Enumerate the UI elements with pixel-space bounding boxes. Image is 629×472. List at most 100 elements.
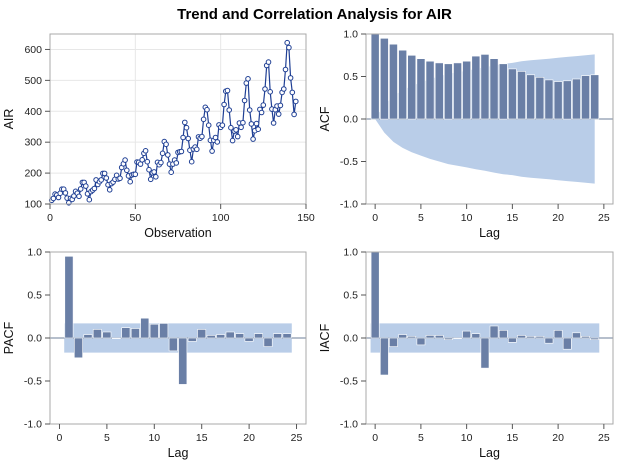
data-point [228,124,234,131]
data-point [180,134,186,141]
data-point [221,101,227,108]
bar-lag-14 [498,63,508,120]
y-tick-label: -0.5 [340,156,358,168]
data-point [194,146,200,153]
data-point [287,75,294,81]
data-point [253,120,260,127]
data-point [163,141,169,148]
bar-lag-23 [581,335,590,339]
bar-lag-9 [140,317,150,339]
panel-air: 0 50 100 150 100 200 300 400 500 600 Observation AI… [2,33,315,240]
x-axis-label: Lag [168,446,189,460]
data-point [185,135,191,142]
bar-lag-7 [434,62,444,120]
bar-lag-18 [225,331,235,339]
data-point [291,111,297,118]
data-point [122,157,128,163]
x-tick-label: 15 [196,432,208,444]
data-point [127,178,133,185]
data-point [270,120,277,126]
bar-lag-22 [263,337,273,347]
y-tick-label: 1.0 [343,247,358,259]
data-point [248,121,255,127]
y-tick-label: 200 [24,168,42,180]
bar-lag-20 [553,81,563,120]
bar-lag-8 [443,337,453,341]
data-point [178,148,185,155]
bar-lag-6 [111,337,121,339]
data-point [144,158,151,165]
data-point [282,66,289,73]
data-point [151,169,157,175]
data-point [209,148,215,154]
data-point [275,111,282,117]
bar-lag-3 [398,49,408,120]
bar-lag-1 [379,37,389,120]
bar-lag-5 [102,331,112,339]
bar-lag-4 [407,335,417,339]
bar-lag-15 [197,329,207,339]
bar-lag-6 [425,60,435,120]
data-point [147,176,154,183]
bar-lag-2 [389,337,398,347]
bar-lag-13 [489,58,499,120]
data-point [188,158,195,165]
y-tick-label: 0.5 [27,290,42,302]
data-point [142,148,149,154]
data-point [62,190,69,196]
data-point [265,59,272,65]
data-point [234,133,241,140]
panel-acf: 0 5 10 15 20 25 1.0 0.5 0.0 -0.5 -1.0 Lag ACF [318,29,614,240]
bar-lag-18 [535,335,545,339]
y-axis-label: ACF [318,106,332,131]
data-point [77,186,84,192]
bar-lag-4 [92,329,102,339]
data-point [83,183,89,189]
bar-lag-15 [507,68,517,120]
data-point [267,89,274,95]
bar-lag-8 [443,63,453,120]
data-point [286,44,292,51]
x-tick-label: 25 [598,212,610,224]
bar-lag-6 [425,335,435,339]
chart-title: Trend and Correlation Analysis for AIR [177,6,452,23]
data-point [106,187,113,193]
bar-lag-24 [590,74,600,120]
data-point [165,152,171,158]
data-point [98,177,104,183]
bar-lag-12 [480,54,490,120]
bar-lag-24 [282,333,292,339]
data-point [250,136,256,142]
bar-lag-20 [553,329,563,339]
bar-lag-1 [64,255,74,339]
bar-lag-5 [416,337,426,346]
data-point [168,169,174,175]
bar-lag-21 [254,333,263,339]
y-tick-label: -1.0 [340,199,358,211]
data-point [255,126,262,132]
y-tick-label: 400 [24,106,42,118]
bar-lag-11 [471,333,481,339]
y-tick-label: -0.5 [340,376,358,388]
data-point [219,122,226,128]
bar-lag-15 [507,337,517,343]
bar-lag-14 [187,337,197,342]
bar-lag-3 [83,334,93,339]
bar-lag-22 [572,332,581,339]
data-point [284,39,291,46]
bar-lag-23 [273,333,282,339]
x-tick-label: 15 [507,432,519,444]
data-point [238,124,244,131]
data-point [262,86,268,92]
x-axis-label: Lag [479,226,500,240]
bar-lag-7 [121,327,131,339]
data-point [173,160,180,166]
plot-area [50,34,306,204]
x-tick-label: 5 [418,212,424,224]
data-point [224,87,231,94]
x-tick-label: 10 [461,212,473,224]
data-point [200,116,207,123]
data-point [277,102,284,109]
